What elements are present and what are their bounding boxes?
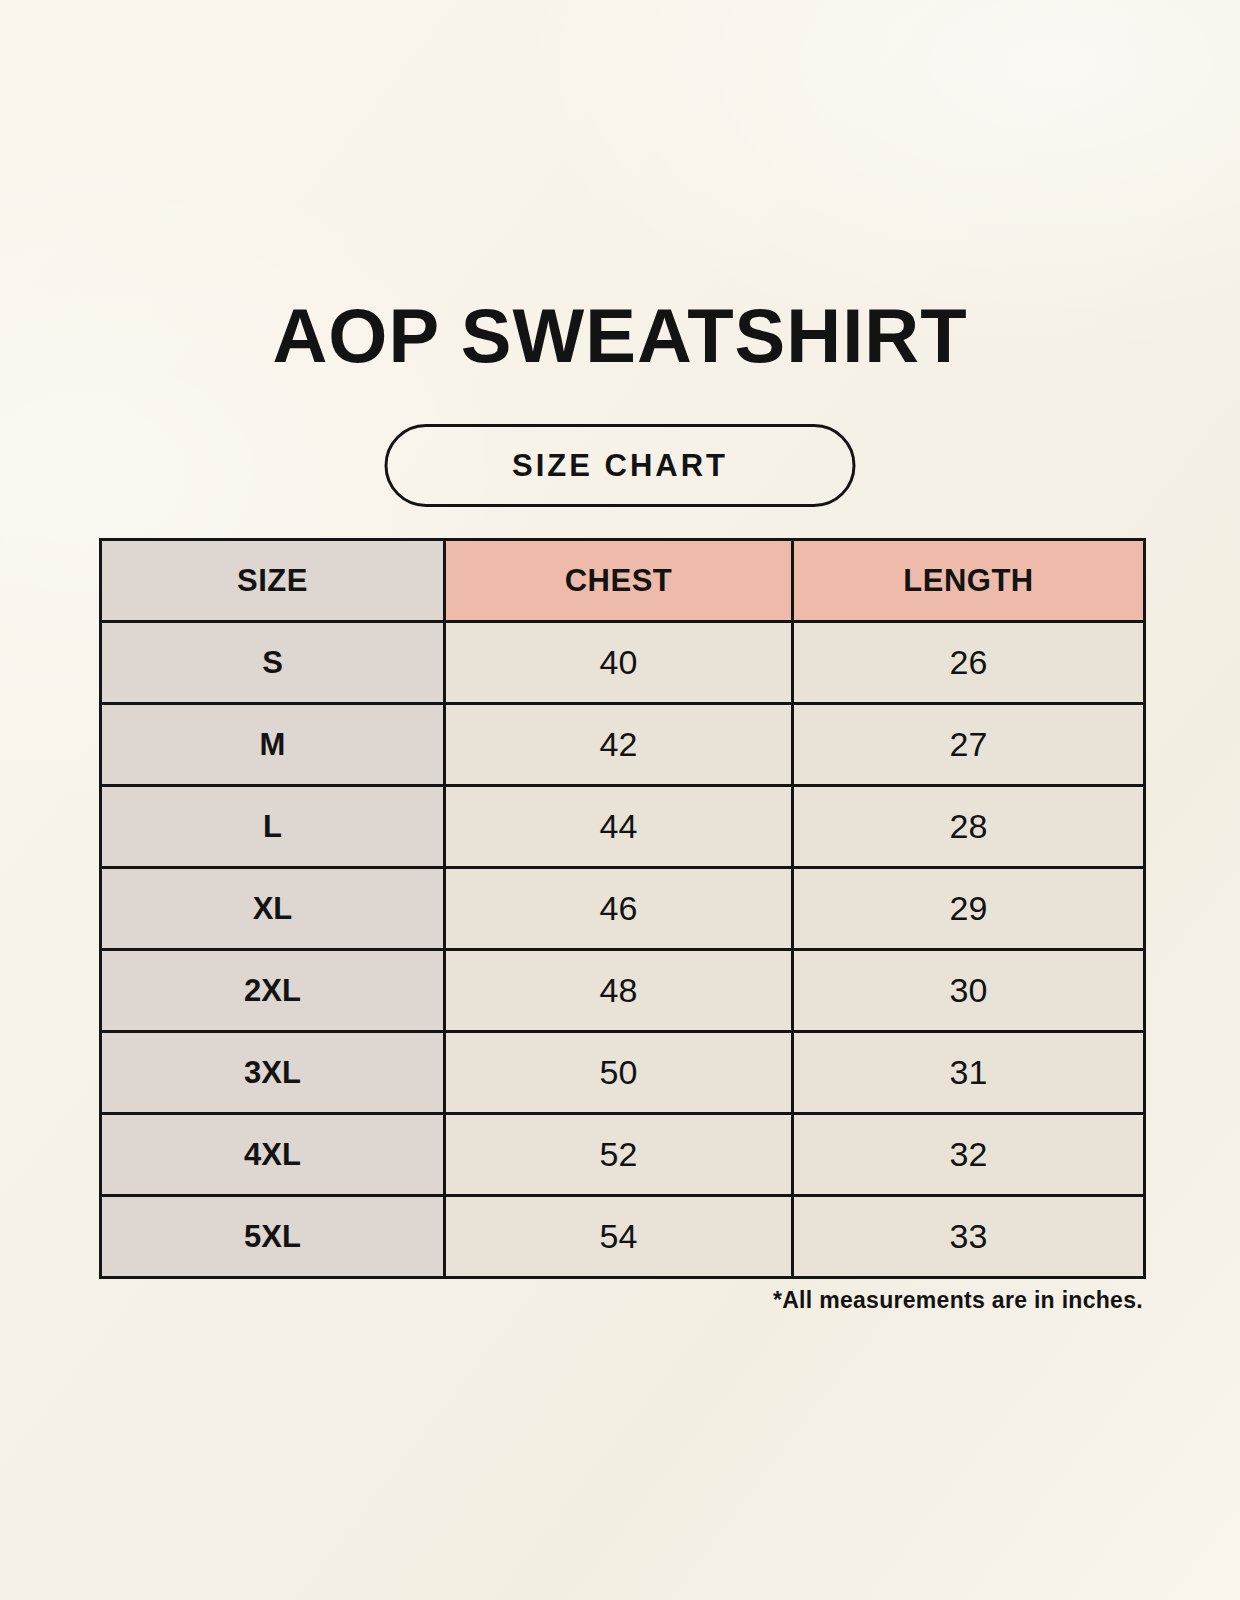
table-row: S 40 26 [101,622,1145,704]
size-label: S [101,622,445,704]
table-row: 2XL 48 30 [101,950,1145,1032]
table-row: 3XL 50 31 [101,1032,1145,1114]
table-row: M 42 27 [101,704,1145,786]
chest-value: 50 [445,1032,793,1114]
table-row: 4XL 52 32 [101,1114,1145,1196]
chest-value: 52 [445,1114,793,1196]
length-value: 29 [793,868,1145,950]
page-title: AOP SWEATSHIRT [0,292,1240,379]
size-label: M [101,704,445,786]
measurements-footnote: *All measurements are in inches. [99,1287,1143,1314]
size-label: XL [101,868,445,950]
table-header-row: SIZE CHEST LENGTH [101,540,1145,622]
size-chart-badge: SIZE CHART [385,424,856,507]
length-value: 32 [793,1114,1145,1196]
size-label: 3XL [101,1032,445,1114]
length-value: 31 [793,1032,1145,1114]
size-label: 2XL [101,950,445,1032]
size-chart-badge-label: SIZE CHART [512,448,728,484]
length-value: 33 [793,1196,1145,1278]
table-row: XL 46 29 [101,868,1145,950]
chest-value: 54 [445,1196,793,1278]
size-chart-table: SIZE CHEST LENGTH S 40 26 M 42 27 L 44 2… [99,538,1146,1279]
chest-value: 48 [445,950,793,1032]
length-value: 28 [793,786,1145,868]
size-label: 4XL [101,1114,445,1196]
size-label: L [101,786,445,868]
column-header-size: SIZE [101,540,445,622]
chest-value: 40 [445,622,793,704]
column-header-length: LENGTH [793,540,1145,622]
size-label: 5XL [101,1196,445,1278]
chest-value: 44 [445,786,793,868]
length-value: 27 [793,704,1145,786]
size-chart-page: AOP SWEATSHIRT SIZE CHART SIZE CHEST LEN… [0,0,1240,1600]
chest-value: 46 [445,868,793,950]
column-header-chest: CHEST [445,540,793,622]
table-row: 5XL 54 33 [101,1196,1145,1278]
length-value: 26 [793,622,1145,704]
length-value: 30 [793,950,1145,1032]
table-row: L 44 28 [101,786,1145,868]
chest-value: 42 [445,704,793,786]
